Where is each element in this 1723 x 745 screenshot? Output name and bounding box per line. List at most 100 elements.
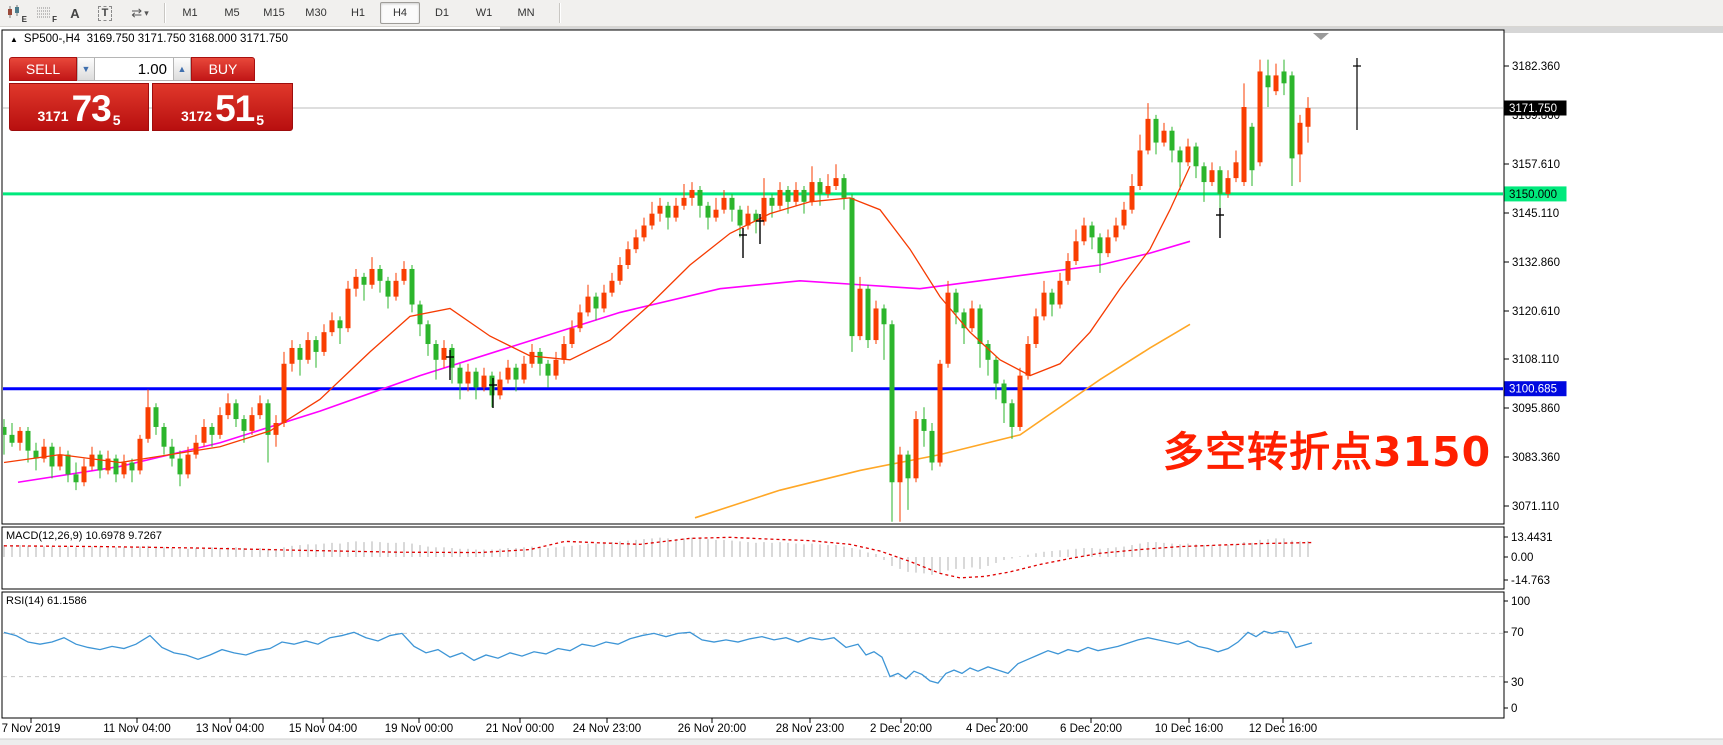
candle-body	[633, 237, 639, 250]
candle-body	[1041, 292, 1047, 317]
chart-shift-triangle-icon[interactable]	[1313, 33, 1329, 40]
time-axis-label[interactable]: 10 Dec 16:00	[1155, 723, 1223, 735]
time-axis-label[interactable]: 28 Nov 23:00	[776, 723, 844, 735]
price-axis-label: 3120.610	[1512, 306, 1560, 318]
volume-increase-button[interactable]: ▲	[173, 57, 191, 81]
crosshair-arrows-icon[interactable]: ⇄ ▾	[131, 5, 149, 20]
candle-body	[1009, 403, 1015, 427]
candle-body	[841, 178, 847, 198]
candle-body	[457, 367, 463, 384]
time-axis-label[interactable]: 11 Nov 04:00	[103, 723, 171, 735]
candle-body	[401, 268, 407, 281]
candle-body	[905, 454, 911, 479]
candle-body	[289, 347, 295, 364]
candle-body	[737, 209, 743, 226]
candle-body	[41, 446, 47, 459]
candle-body	[705, 205, 711, 218]
candle-body	[169, 446, 175, 459]
candle-body	[785, 189, 791, 202]
candle-body	[1121, 209, 1127, 226]
price-axis-label: 3095.860	[1512, 403, 1560, 415]
tab-timeframe-d1[interactable]: D1	[434, 7, 450, 19]
candle-body	[385, 280, 391, 297]
candle-body	[1105, 237, 1111, 254]
tab-timeframe-h1[interactable]: H1	[350, 7, 366, 19]
candle-body	[249, 415, 255, 431]
candle-body	[361, 276, 367, 285]
candle-body	[257, 403, 263, 416]
candle-body	[857, 288, 863, 337]
candle-body	[1073, 241, 1079, 262]
candle-body	[33, 450, 39, 459]
candle-body	[1153, 118, 1159, 143]
sell-button[interactable]: SELL	[9, 57, 77, 81]
candle-body	[409, 268, 415, 305]
candle-body	[513, 367, 519, 380]
tab-timeframe-w1[interactable]: W1	[475, 7, 493, 19]
candle-body	[1257, 71, 1263, 163]
tab-timeframe-h4[interactable]: H4	[380, 2, 420, 24]
indicators-grid-icon[interactable]: F	[30, 2, 60, 24]
candle-body	[793, 189, 799, 202]
sell-price-box[interactable]: 3171 73 5	[9, 83, 149, 131]
macd-panel[interactable]	[1, 526, 1505, 590]
candle-body	[761, 197, 767, 222]
candle-body	[585, 296, 591, 313]
volume-input[interactable]	[95, 57, 173, 81]
volume-decrease-button[interactable]: ▼	[77, 57, 95, 81]
tab-timeframe-m30[interactable]: M30	[305, 7, 327, 19]
candle-body	[281, 363, 287, 424]
rsi-axis-label: 100	[1511, 596, 1530, 608]
candle-body	[1025, 344, 1031, 376]
candle-body	[1065, 261, 1071, 281]
rsi-panel[interactable]	[1, 591, 1505, 719]
text-label-icon[interactable]: T	[90, 2, 120, 24]
candle-body	[1217, 170, 1223, 194]
candle-body	[465, 371, 471, 384]
candle-body	[801, 189, 807, 202]
candle-body	[369, 268, 375, 285]
time-axis-label[interactable]: 2 Dec 20:00	[870, 723, 932, 735]
candle-body	[977, 308, 983, 345]
time-axis-label[interactable]: 21 Nov 00:00	[486, 723, 554, 735]
candle-body	[1289, 75, 1295, 159]
candle-body	[673, 205, 679, 218]
time-axis-label[interactable]: 26 Nov 20:00	[678, 723, 746, 735]
candle-body	[897, 454, 903, 483]
current-price-label: 3171.750	[1509, 103, 1557, 115]
candle-body	[177, 458, 183, 475]
time-axis-label[interactable]: 15 Nov 04:00	[289, 723, 357, 735]
candle-body	[1129, 186, 1135, 210]
tab-timeframe-m1[interactable]: M1	[182, 7, 198, 19]
candle-body	[1097, 237, 1103, 254]
tab-timeframe-m5[interactable]: M5	[224, 7, 240, 19]
candle-body	[1033, 316, 1039, 345]
candle-body	[985, 344, 991, 360]
bottom-window-strip	[0, 739, 1723, 745]
buy-price-box[interactable]: 3172 51 5	[152, 83, 293, 131]
candle-body	[1281, 71, 1287, 84]
candle-body	[1273, 75, 1279, 92]
new-chart-candles-icon[interactable]: E	[0, 2, 30, 24]
candle-body	[561, 344, 567, 360]
buy-button[interactable]: BUY	[191, 57, 255, 81]
tab-timeframe-mn[interactable]: MN	[517, 7, 535, 19]
time-axis-label[interactable]: 12 Dec 16:00	[1249, 723, 1317, 735]
tab-timeframe-m15[interactable]: M15	[263, 7, 285, 19]
candle-body	[337, 320, 343, 329]
letter-a-icon[interactable]: A	[70, 5, 80, 21]
time-axis-label[interactable]: 19 Nov 00:00	[385, 723, 453, 735]
candle-body	[929, 430, 935, 463]
macd-group	[3, 536, 1313, 579]
candle-body	[1177, 150, 1183, 163]
time-axis-label[interactable]: 13 Nov 04:00	[196, 723, 264, 735]
time-axis-label[interactable]: 6 Dec 20:00	[1060, 723, 1122, 735]
time-axis-label[interactable]: 24 Nov 23:00	[573, 723, 641, 735]
macd-axis-label: -14.763	[1511, 575, 1550, 587]
time-axis-label[interactable]: 4 Dec 20:00	[966, 723, 1028, 735]
candle-body	[305, 340, 311, 360]
chart-title-text: SP500-,H4 3169.750 3171.750 3168.000 317…	[23, 33, 289, 45]
time-axis-label[interactable]: 7 Nov 2019	[2, 723, 61, 735]
candle-body	[1193, 146, 1199, 167]
